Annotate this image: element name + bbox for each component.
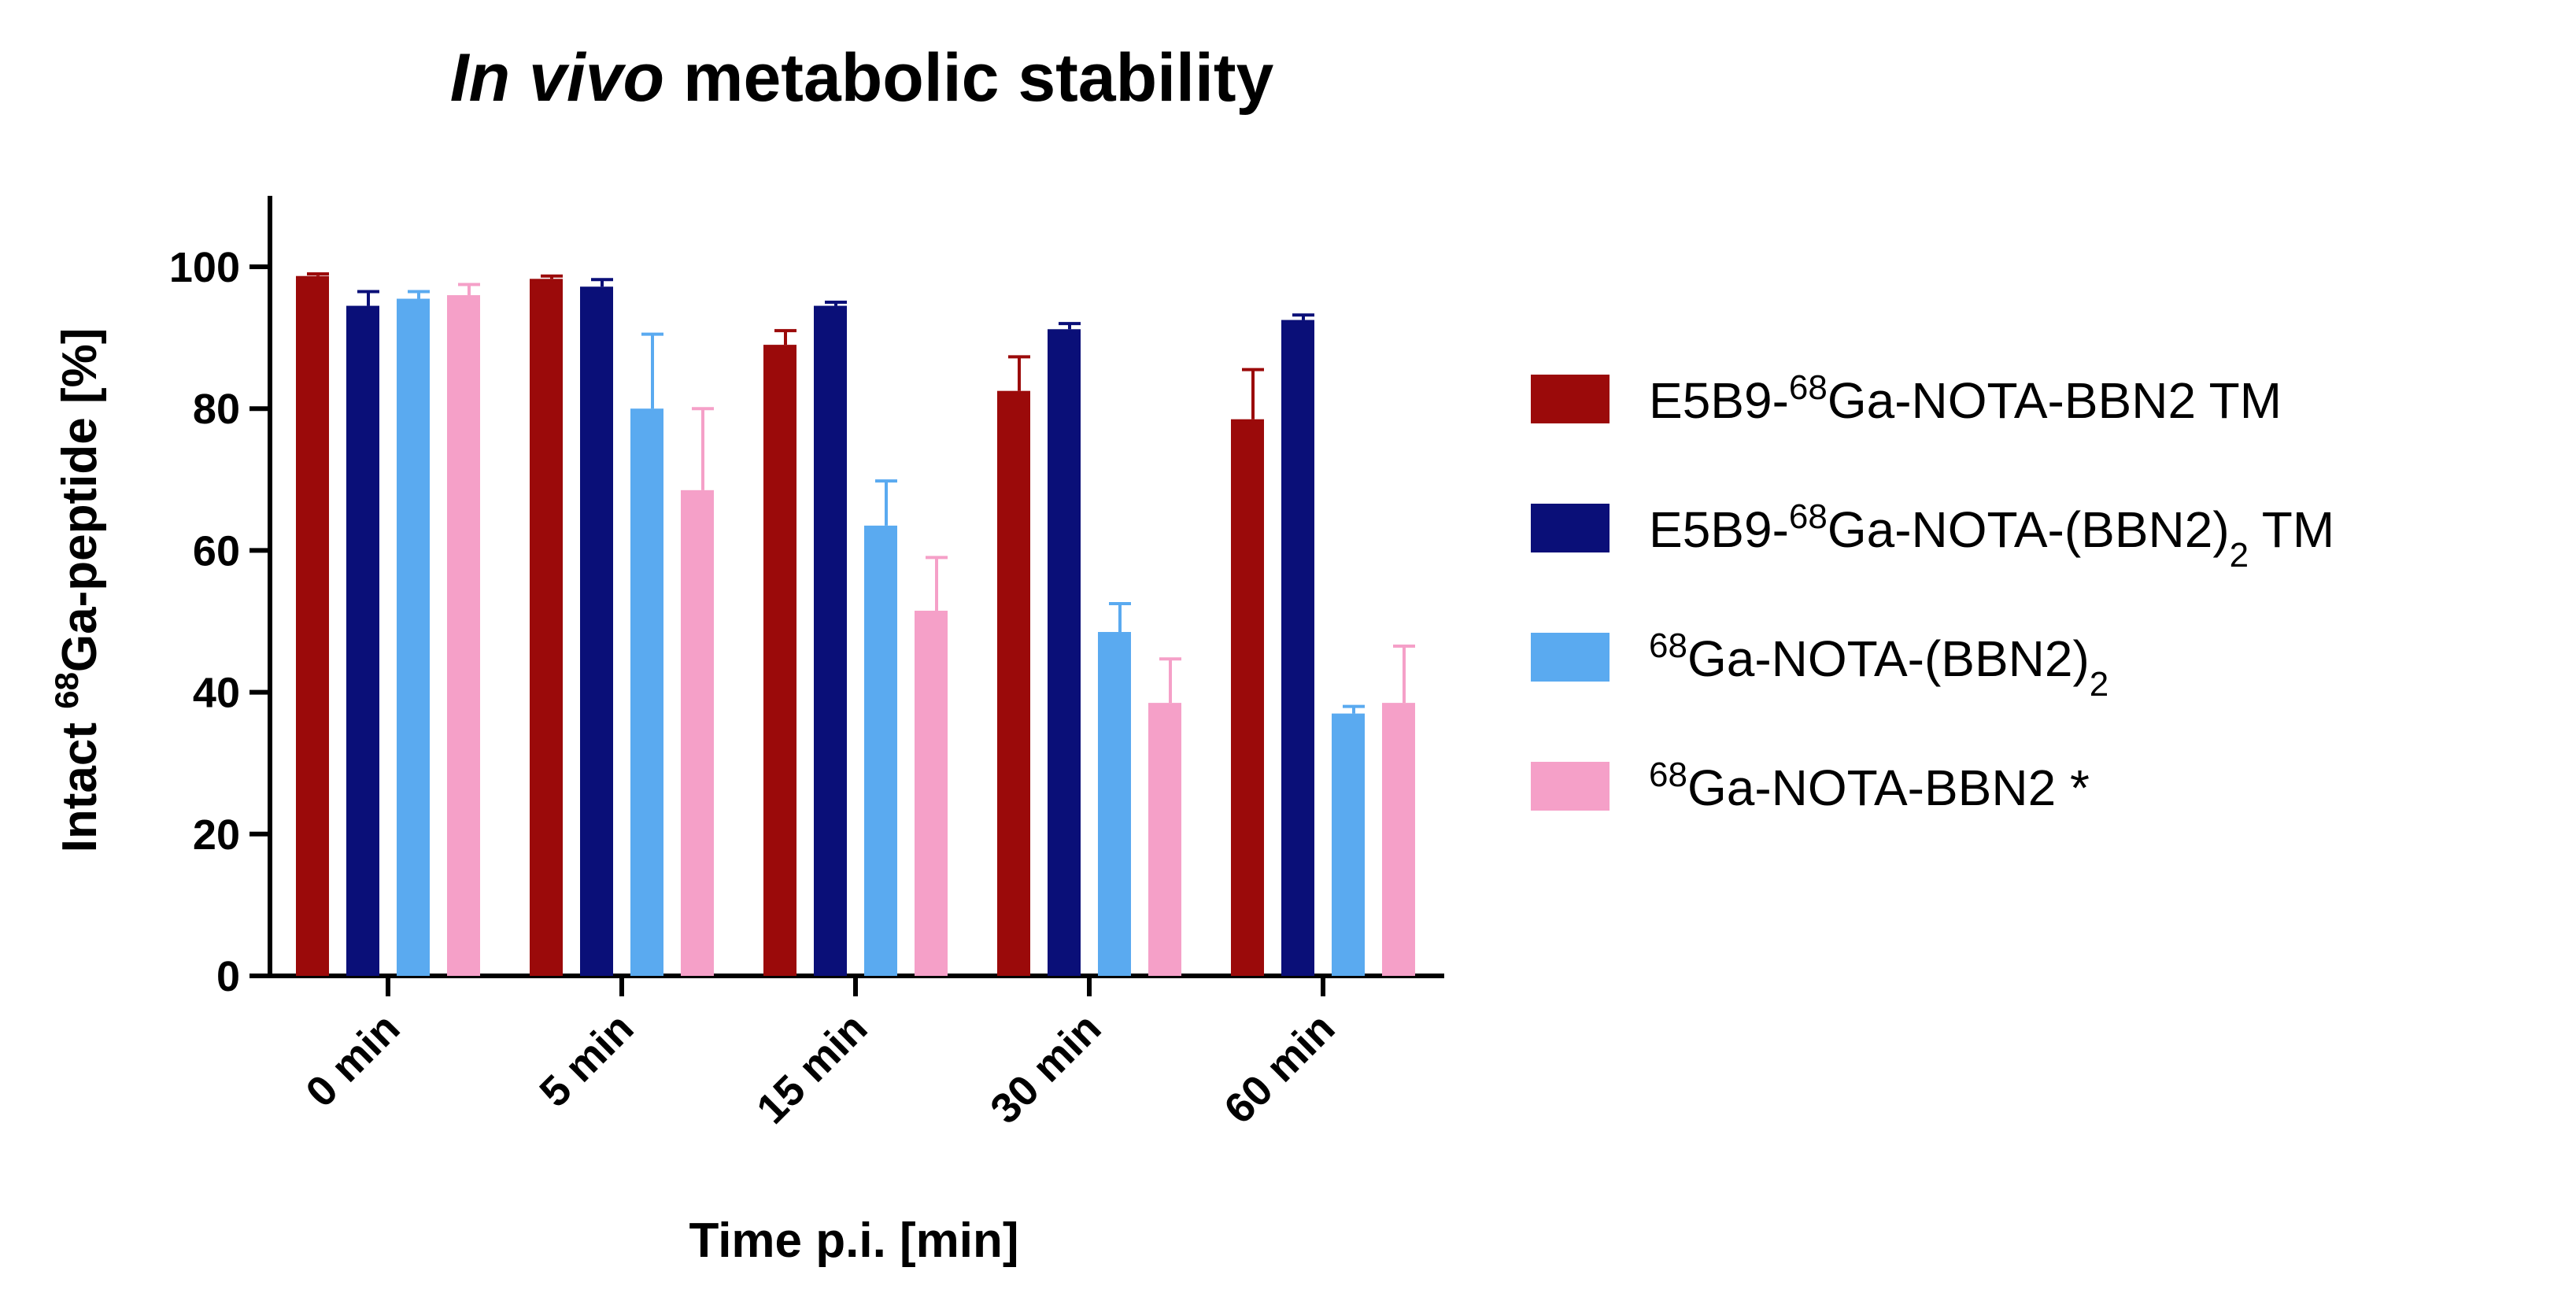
legend-label: E5B9-68Ga-NOTA-(BBN2)2 TM [1649,497,2334,575]
x-tick-label: 5 min [530,1004,642,1116]
chart-title-rest: metabolic stability [664,40,1273,116]
bar [1148,703,1181,976]
bar [580,286,613,976]
bar [397,298,430,976]
bar [814,305,847,976]
bar [1332,713,1365,976]
x-tick-label: 60 min [1215,1004,1343,1132]
bar [447,295,480,976]
legend-swatch [1531,375,1610,423]
bar [630,408,663,976]
chart-title-italic: In vivo [450,40,664,116]
y-tick-label: 100 [169,244,240,291]
bar [296,275,329,976]
y-tick-label: 60 [193,527,240,575]
bar [530,279,563,976]
y-axis-label-sup: 68 [48,672,85,709]
bar [763,345,796,976]
bar [346,305,379,976]
y-axis-label: Intact 68Ga-peptide [%] [48,328,108,853]
legend: E5B9-68Ga-NOTA-BBN2 TM E5B9-68Ga-NOTA-(BB… [1531,368,2334,817]
legend-label: 68Ga-NOTA-(BBN2)2 [1649,626,2108,704]
x-tick-label: 15 min [748,1004,876,1132]
legend-label: E5B9-68Ga-NOTA-BBN2 TM [1649,368,2282,430]
x-axis-label: Time p.i. [min] [689,1214,1018,1268]
legend-swatch [1531,504,1610,552]
bar [681,490,714,976]
plot-area: 0 20 40 60 80 100 0 min 5 min 15 min 30 min 60 min [169,195,1444,1132]
y-tick-label: 0 [216,953,240,1000]
bar [1382,703,1415,976]
y-tick-label: 80 [193,386,240,433]
legend-label: 68Ga-NOTA-BBN2 * [1649,756,2090,817]
legend-swatch [1531,762,1610,811]
x-tick-label: 0 min [297,1004,408,1116]
chart-title: In vivo metabolic stability [450,40,1274,116]
y-tick-label: 40 [193,670,240,717]
legend-swatch [1531,633,1610,682]
y-axis-label-prefix: Intact [53,709,107,853]
bar [864,525,897,976]
y-axis-label-suffix: Ga-peptide [%] [53,328,107,672]
bar [1048,329,1081,977]
bar [915,610,948,976]
bar [1231,419,1264,976]
bar [997,390,1030,976]
y-tick-label: 20 [193,811,240,859]
x-tick-label: 30 min [981,1004,1110,1132]
bar [1281,320,1314,976]
bar [1098,632,1131,976]
